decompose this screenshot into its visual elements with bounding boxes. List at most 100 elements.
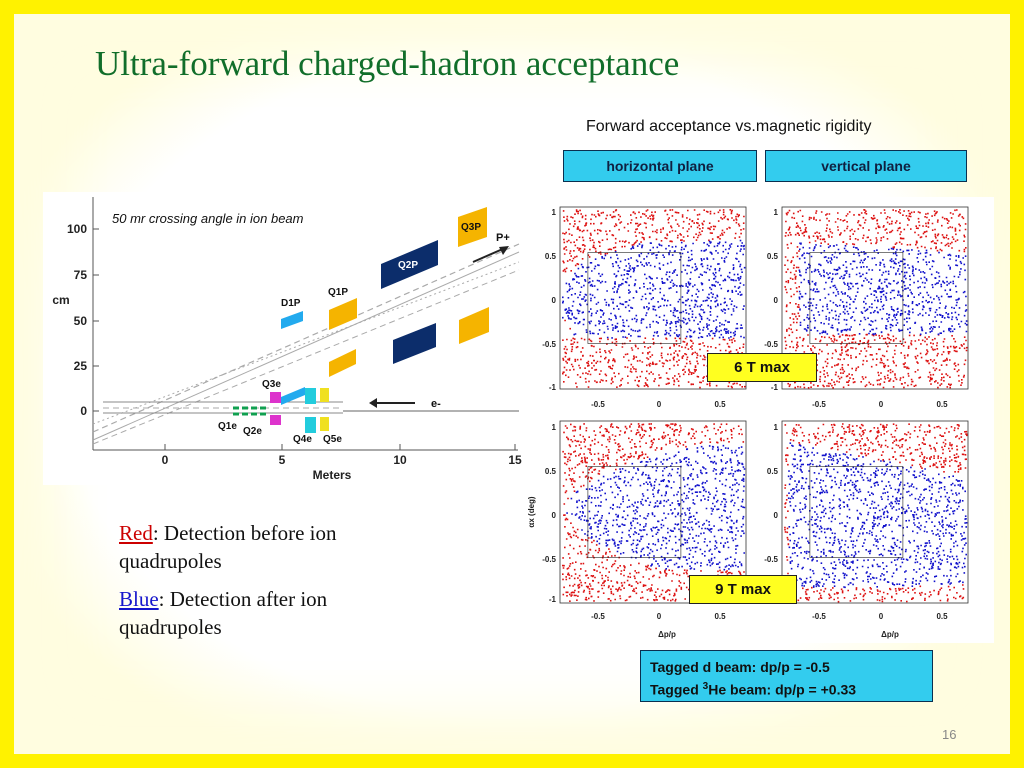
y-axis-label: αx (deg) bbox=[528, 496, 536, 527]
q3p-lower-magnet bbox=[459, 307, 489, 344]
q1p-magnet bbox=[329, 298, 357, 330]
d1p-magnet bbox=[281, 311, 303, 329]
x-tick-label: 0 bbox=[879, 612, 884, 621]
x-tick-label: -0.5 bbox=[812, 612, 826, 621]
beam-label-electron: e- bbox=[431, 398, 441, 410]
y-tick-label: 0.5 bbox=[767, 252, 779, 261]
magnet-label: Q4e bbox=[293, 434, 312, 445]
y-tick-label: -1 bbox=[549, 595, 557, 604]
acceptance-plots: 1 0.5 0 -0.5 -1 1 0.5 0 -0.5 -1 -0.5 0 0… bbox=[528, 197, 994, 643]
plot-tick-labels: 1 0.5 0 -0.5 -1 1 0.5 0 -0.5 -1 -0.5 0 0… bbox=[528, 208, 948, 639]
magnet-label: Q3e bbox=[262, 379, 281, 390]
magnet-label: Q3P bbox=[461, 222, 481, 233]
y-tick-label: 1 bbox=[774, 423, 779, 432]
legend-blue: Blue: Detection after ion quadrupoles bbox=[119, 585, 409, 641]
diagram-y-ticks: 100 75 50 25 0 bbox=[67, 222, 99, 418]
magnet-label: Q2e bbox=[243, 426, 262, 437]
q1e-q2e-magnets bbox=[233, 406, 268, 416]
plot-horizontal-9t bbox=[559, 420, 747, 604]
x-tick-label: 10 bbox=[393, 453, 407, 467]
d1e-magnet bbox=[281, 387, 305, 405]
y-tick-label: -0.5 bbox=[764, 340, 778, 349]
magnet-label: Q5e bbox=[323, 434, 342, 445]
q4e-upper-magnet bbox=[305, 388, 316, 404]
y-tick-label: 100 bbox=[67, 222, 87, 236]
y-tick-label: -1 bbox=[771, 383, 779, 392]
legend-blue-text: : Detection after ion quadrupoles bbox=[119, 587, 328, 639]
x-tick-label: -0.5 bbox=[812, 400, 826, 409]
legend-red: Red: Detection before ion quadrupoles bbox=[119, 519, 409, 575]
magnet-label: Q1e bbox=[218, 421, 237, 432]
legend-red-text: : Detection before ion quadrupoles bbox=[119, 521, 337, 573]
y-tick-label: 0.5 bbox=[545, 467, 557, 476]
q2p-lower-magnet bbox=[393, 323, 436, 364]
y-tick-label: -0.5 bbox=[542, 555, 556, 564]
x-tick-label: 0 bbox=[162, 453, 169, 467]
x-tick-label: 0.5 bbox=[936, 400, 948, 409]
x-tick-label: 15 bbox=[508, 453, 522, 467]
electron-beam-arrow bbox=[369, 398, 415, 408]
y-tick-label: 0 bbox=[80, 404, 87, 418]
y-tick-label: -1 bbox=[549, 383, 557, 392]
x-tick-label: -0.5 bbox=[591, 612, 605, 621]
x-tick-label: 0 bbox=[879, 400, 884, 409]
plot-horizontal-6t bbox=[559, 206, 747, 390]
x-axis-label: Δp/p bbox=[658, 630, 676, 639]
y-tick-label: -0.5 bbox=[542, 340, 556, 349]
field-label-6t: 6 T max bbox=[707, 353, 817, 382]
vertical-plane-header: vertical plane bbox=[765, 150, 967, 182]
y-tick-label: 0 bbox=[552, 511, 557, 520]
y-tick-label: 0 bbox=[774, 511, 779, 520]
beam-lines bbox=[92, 243, 520, 445]
plot-vertical-6t bbox=[781, 206, 969, 390]
y-tick-label: 25 bbox=[74, 359, 88, 373]
q5e-upper-magnet bbox=[320, 388, 329, 402]
y-tick-label: 0 bbox=[552, 296, 557, 305]
beam-info-line1: Tagged d beam: dp/p = -0.5 bbox=[650, 659, 830, 675]
field-label-9t: 9 T max bbox=[689, 575, 797, 604]
x-tick-label: 0.5 bbox=[936, 612, 948, 621]
plots-subtitle: Forward acceptance vs.magnetic rigidity bbox=[586, 118, 872, 135]
beamline-layout-diagram: 100 75 50 25 0 cm 0 5 10 15 Meters bbox=[43, 192, 524, 485]
y-tick-label: 0 bbox=[774, 296, 779, 305]
x-tick-label: 0.5 bbox=[714, 612, 726, 621]
x-tick-label: -0.5 bbox=[591, 400, 605, 409]
magnet-label: Q2P bbox=[398, 260, 418, 271]
y-tick-label: 0.5 bbox=[545, 252, 557, 261]
q5e-magnet bbox=[320, 417, 329, 431]
q4e-magnet bbox=[305, 417, 316, 433]
x-tick-label: 0 bbox=[657, 400, 662, 409]
x-tick-label: 0 bbox=[657, 612, 662, 621]
x-tick-label: 5 bbox=[279, 453, 286, 467]
y-tick-label: 0.5 bbox=[767, 467, 779, 476]
page-title: Ultra-forward charged-hadron acceptance bbox=[95, 44, 680, 83]
plot-vertical-9t bbox=[781, 420, 969, 604]
x-axis-label: Δp/p bbox=[881, 630, 899, 639]
y-tick-label: 1 bbox=[552, 423, 557, 432]
beam-info-box: Tagged d beam: dp/p = -0.5 Tagged 3He be… bbox=[640, 650, 933, 702]
diagram-x-axis-label: Meters bbox=[313, 468, 352, 482]
beam-label-proton: P+ bbox=[496, 232, 510, 244]
q2p-magnet bbox=[381, 240, 438, 289]
y-tick-label: 1 bbox=[774, 208, 779, 217]
y-tick-label: 75 bbox=[74, 268, 88, 282]
horizontal-plane-header: horizontal plane bbox=[563, 150, 757, 182]
y-tick-label: 50 bbox=[74, 314, 88, 328]
y-tick-label: -0.5 bbox=[764, 555, 778, 564]
x-tick-label: 0.5 bbox=[714, 400, 726, 409]
beam-info-line2: Tagged 3He beam: dp/p = +0.33 bbox=[650, 681, 857, 698]
proton-beam-arrow bbox=[472, 246, 509, 263]
page-number: 16 bbox=[942, 727, 957, 742]
q1p-lower-magnet bbox=[329, 349, 356, 377]
magnet-label: Q1P bbox=[328, 287, 348, 298]
y-tick-label: 1 bbox=[552, 208, 557, 217]
q3e-magnet bbox=[270, 392, 281, 403]
diagram-y-axis-label: cm bbox=[52, 293, 69, 307]
q3e-lower-magnet bbox=[270, 415, 281, 425]
legend-red-word: Red bbox=[119, 521, 153, 545]
diagram-x-ticks: 0 5 10 15 bbox=[162, 444, 522, 467]
diagram-caption: 50 mr crossing angle in ion beam bbox=[112, 211, 304, 226]
magnet-label: D1P bbox=[281, 298, 301, 309]
q3p-magnet bbox=[458, 207, 487, 247]
legend-blue-word: Blue bbox=[119, 587, 159, 611]
